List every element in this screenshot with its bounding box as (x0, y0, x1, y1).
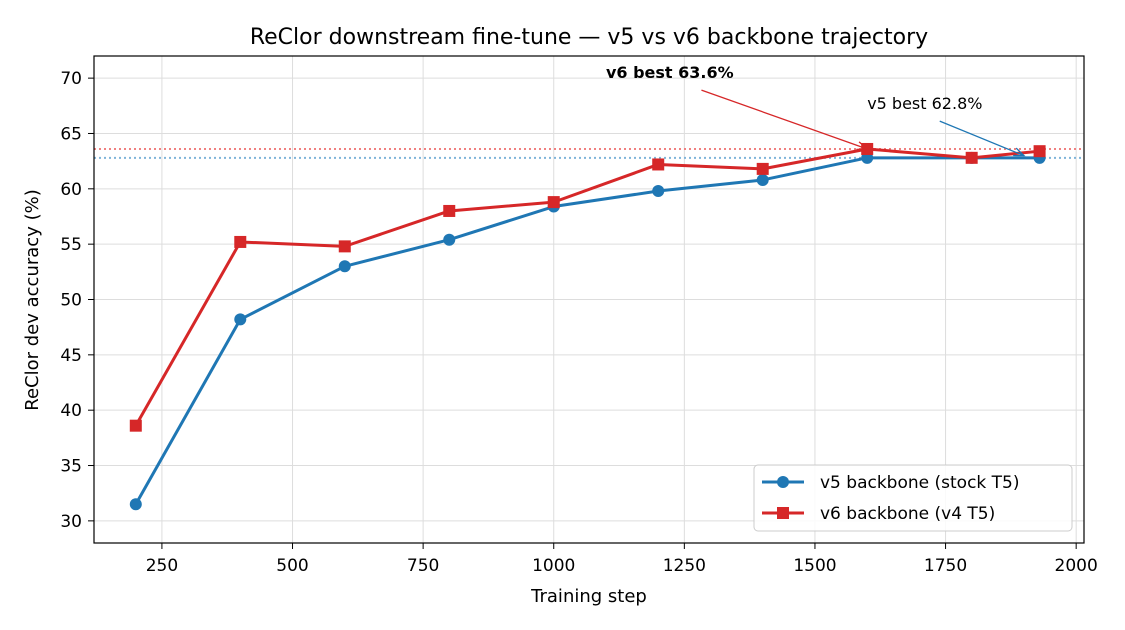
annotation-arrow (939, 120, 1025, 157)
x-tick-label: 1250 (663, 556, 706, 576)
y-tick-label: 50 (60, 291, 82, 311)
y-tick-label: 70 (60, 69, 82, 89)
data-point (129, 498, 142, 511)
annotation-label: v5 best 62.8% (867, 94, 982, 113)
legend-marker (777, 507, 789, 519)
data-point (652, 185, 665, 198)
legend-item-2: v6 backbone (v4 T5) (762, 504, 995, 524)
data-point (234, 235, 247, 248)
y-tick-label: 30 (60, 512, 82, 532)
y-tick-label: 55 (60, 235, 82, 255)
y-tick-label: 65 (60, 124, 82, 144)
annotations: v6 best 63.6% v5 best 62.8% (606, 63, 1026, 157)
annotation-arrowhead (856, 141, 869, 151)
data-point (652, 158, 665, 171)
series-line (134, 147, 1040, 427)
data-point (129, 419, 142, 432)
x-tick-label: 1750 (924, 556, 967, 576)
annotation-2: v5 best 62.8% (867, 94, 1026, 157)
data-point (547, 196, 560, 209)
series-2 (129, 142, 1046, 432)
chart-title: ReClor downstream fine-tune — v5 vs v6 b… (250, 25, 928, 50)
x-tick-label: 750 (407, 556, 439, 576)
x-tick-label: 2000 (1055, 556, 1098, 576)
x-tick-label: 1000 (532, 556, 575, 576)
y-tick-label: 35 (60, 457, 82, 477)
data-point (1033, 145, 1046, 158)
legend: v5 backbone (stock T5) v6 backbone (v4 T5… (753, 464, 1073, 532)
legend-label: v5 backbone (stock T5) (820, 473, 1020, 493)
y-tick-label: 60 (60, 180, 82, 200)
annotation-arrow (701, 89, 868, 150)
y-tick-label: 45 (60, 346, 82, 366)
data-point (338, 240, 351, 253)
y-tick-label: 40 (60, 401, 82, 421)
data-point (756, 162, 769, 175)
x-tick-label: 1500 (793, 556, 836, 576)
data-point (965, 151, 978, 164)
data-point (756, 173, 769, 186)
annotation-arrowhead (1013, 147, 1026, 157)
data-point (234, 313, 247, 326)
data-point (443, 204, 456, 217)
x-tick-label: 250 (146, 556, 178, 576)
annotation-1: v6 best 63.6% (606, 63, 869, 151)
data-series (129, 142, 1046, 511)
x-tick-label: 500 (276, 556, 308, 576)
legend-label: v6 backbone (v4 T5) (820, 504, 995, 524)
x-axis-label: Training step (530, 586, 647, 607)
legend-marker (777, 476, 789, 488)
data-point (443, 233, 456, 246)
y-axis-ticks: 30 35 40 45 50 55 60 65 70 (60, 69, 94, 532)
legend-box (753, 464, 1073, 532)
data-point (338, 260, 351, 273)
series-line (134, 156, 1040, 505)
legend-item-1: v5 backbone (stock T5) (762, 473, 1020, 493)
annotation-label: v6 best 63.6% (606, 63, 734, 82)
y-axis-label: ReClor dev accuracy (%) (22, 189, 43, 410)
x-axis-ticks: 250 500 750 1000 1250 1500 1750 2000 (146, 543, 1098, 576)
